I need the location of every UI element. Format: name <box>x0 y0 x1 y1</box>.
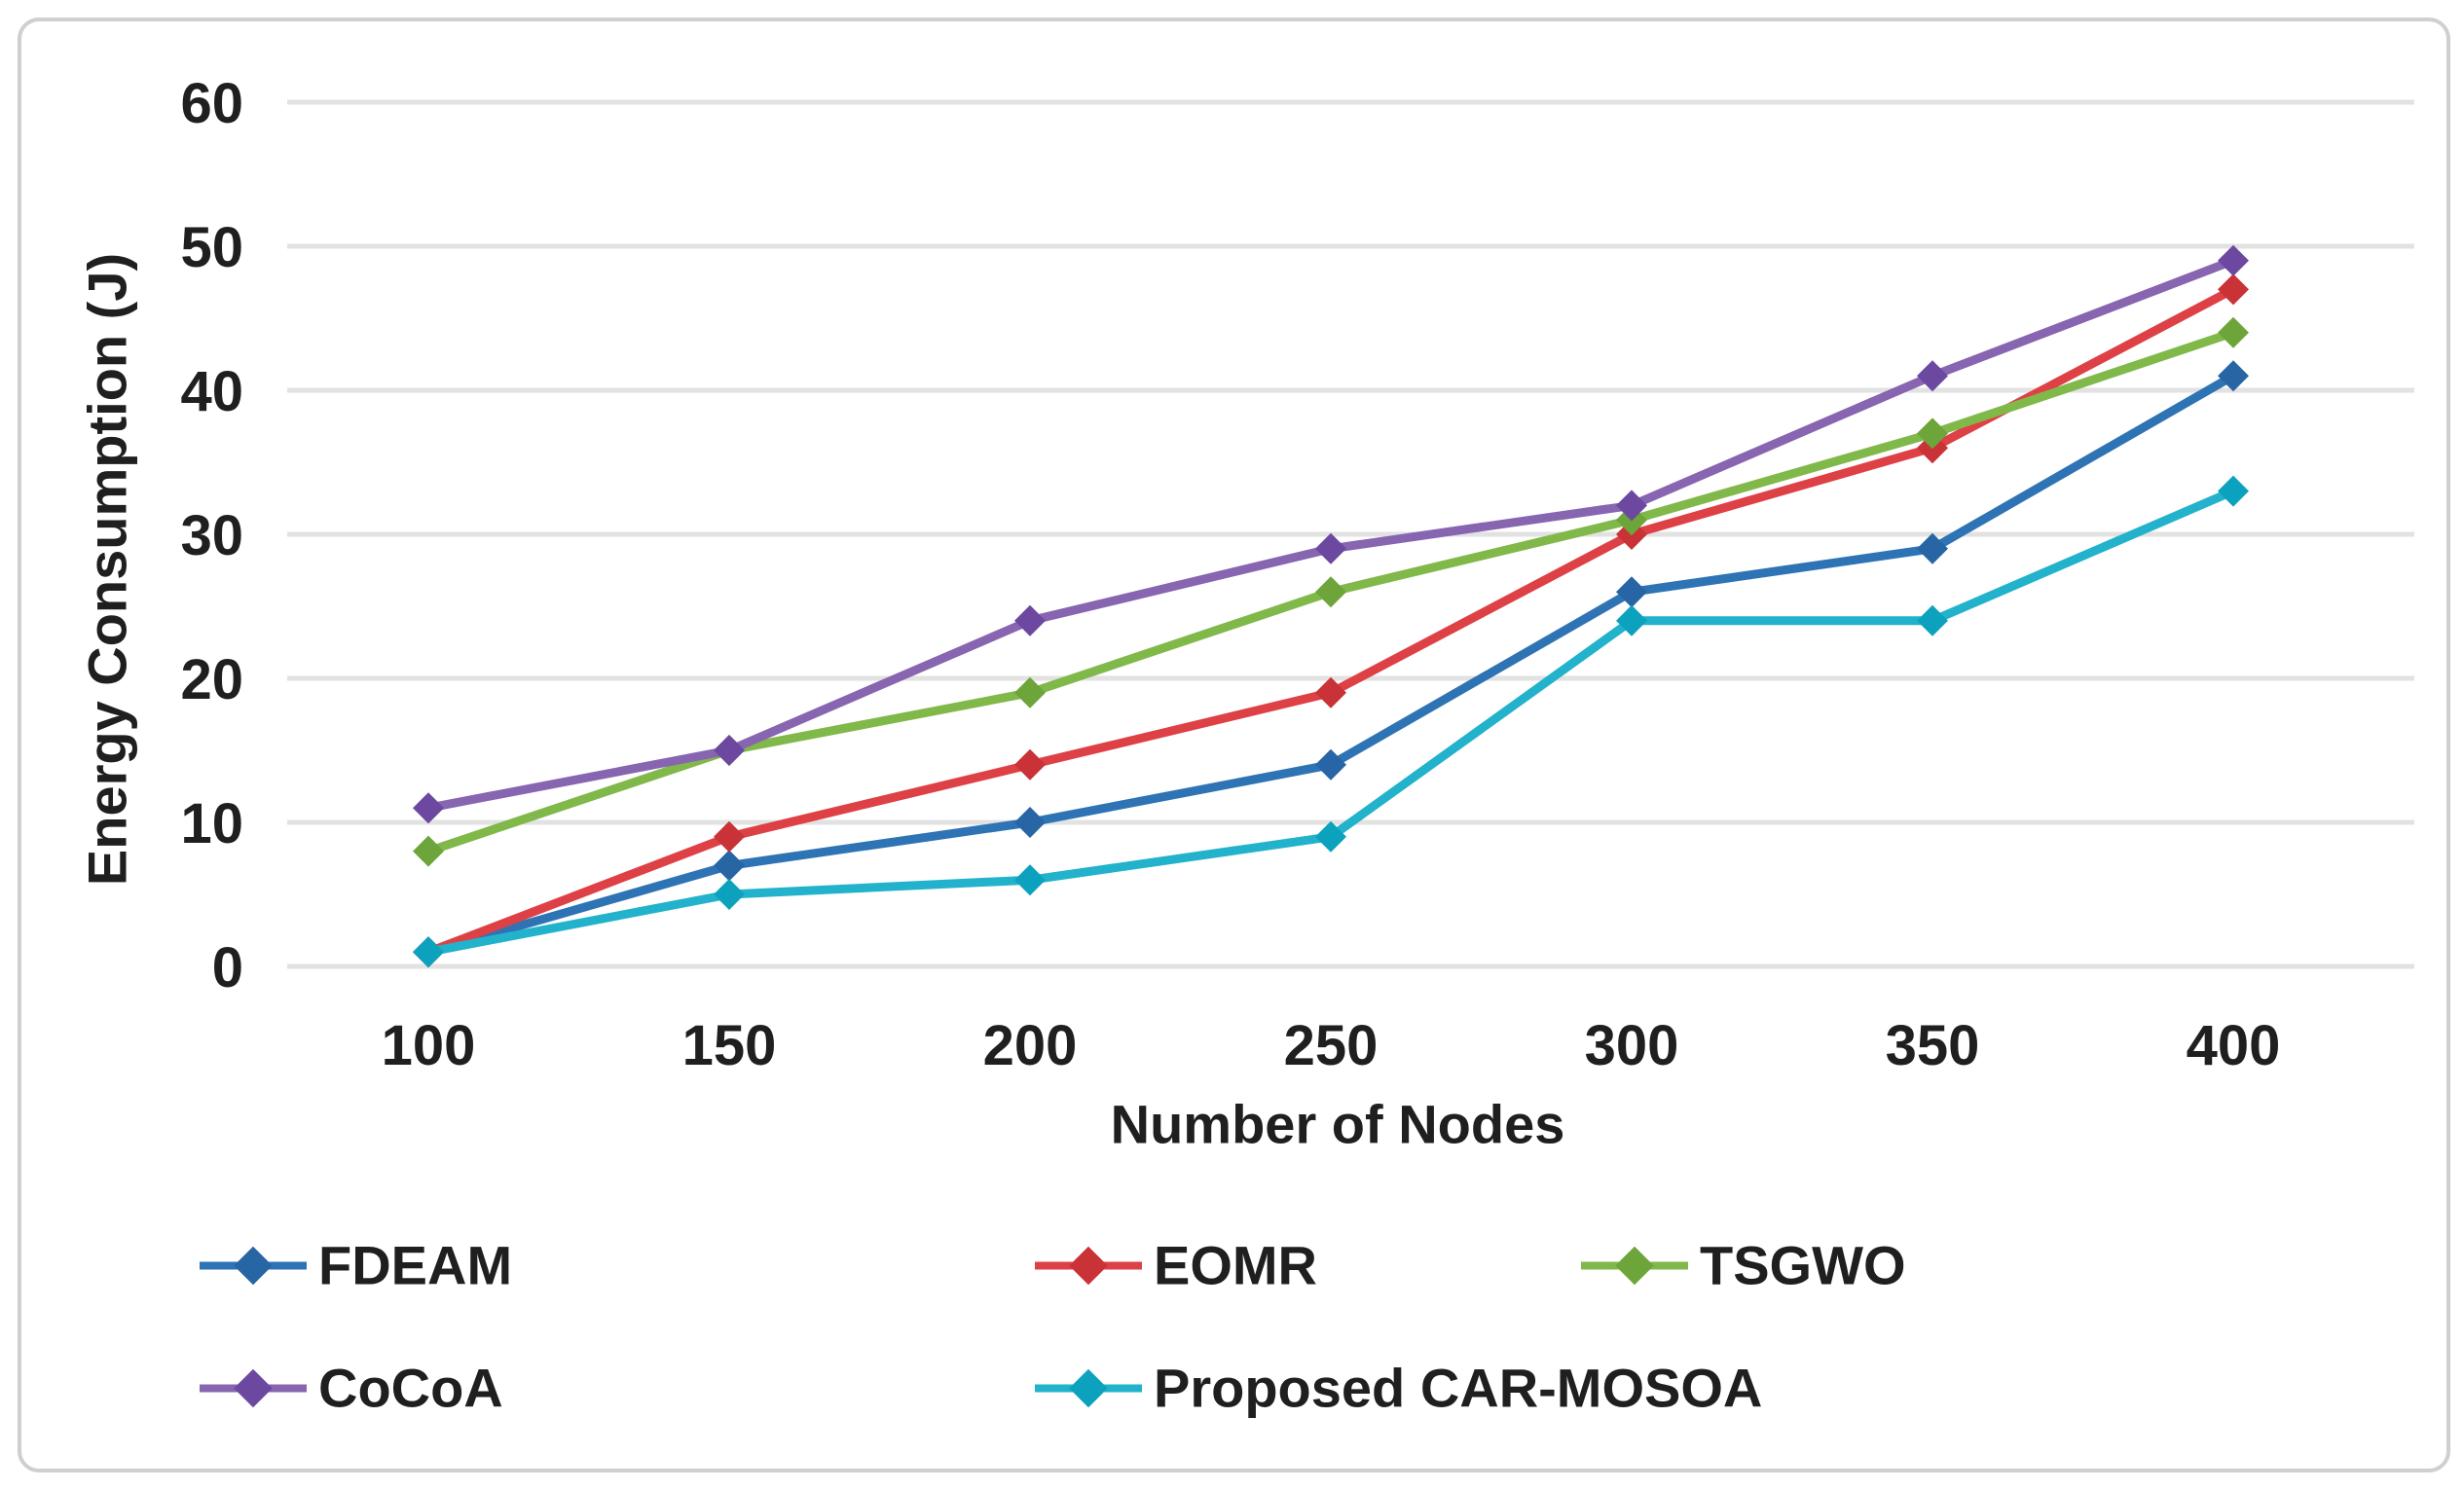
x-tick-label-400: 400 <box>2187 1014 2281 1077</box>
data-point-FDEAM-300 <box>1616 576 1647 608</box>
legend-item-TSGWO: TSGWO <box>1581 1234 1906 1297</box>
data-point-CoCoA-200 <box>1014 604 1046 636</box>
data-point-Proposed CAR-MOSOA-300 <box>1616 604 1647 636</box>
legend-series-marker-icon <box>200 1368 307 1407</box>
y-tick-label-30: 30 <box>180 504 243 567</box>
data-point-TSGWO-350 <box>1917 418 1948 450</box>
legend-item-CoCoA: CoCoA <box>200 1357 503 1420</box>
legend-diamond-swatch <box>1069 1368 1108 1407</box>
data-point-FDEAM-350 <box>1917 532 1948 564</box>
legend-diamond-swatch <box>1615 1246 1654 1285</box>
legend-label: Proposed CAR-MOSOA <box>1154 1357 1763 1419</box>
data-point-TSGWO-400 <box>2218 316 2249 348</box>
legend-row-2: CoCoA Proposed CAR-MOSOA <box>0 1326 2464 1449</box>
legend-label: FDEAM <box>318 1234 513 1296</box>
data-point-Proposed CAR-MOSOA-100 <box>413 936 444 968</box>
legend-diamond-swatch <box>234 1246 273 1285</box>
data-point-FDEAM-400 <box>2218 360 2249 392</box>
data-point-EOMR-400 <box>2218 273 2249 306</box>
legend-item-Proposed CAR-MOSOA: Proposed CAR-MOSOA <box>1035 1357 1762 1420</box>
y-axis-title: Energy Consumption (J) <box>76 252 138 887</box>
x-tick-label-350: 350 <box>1886 1014 1980 1077</box>
data-point-EOMR-250 <box>1315 676 1346 709</box>
y-tick-label-60: 60 <box>180 72 243 135</box>
data-point-CoCoA-100 <box>413 792 444 824</box>
data-point-TSGWO-200 <box>1014 676 1046 709</box>
data-point-CoCoA-300 <box>1616 490 1647 522</box>
data-point-Proposed CAR-MOSOA-250 <box>1315 820 1346 853</box>
legend-series-marker-icon <box>1035 1246 1142 1285</box>
y-tick-label-0: 0 <box>212 936 243 999</box>
x-tick-label-300: 300 <box>1585 1014 1679 1077</box>
x-tick-label-150: 150 <box>682 1014 777 1077</box>
x-tick-label-100: 100 <box>382 1014 476 1077</box>
data-point-EOMR-150 <box>714 820 745 853</box>
series-line-FDEAM <box>423 371 2238 957</box>
data-point-TSGWO-250 <box>1315 576 1346 608</box>
y-tick-label-40: 40 <box>180 360 243 423</box>
data-point-CoCoA-350 <box>1917 360 1948 392</box>
y-tick-label-50: 50 <box>180 216 243 279</box>
data-point-Proposed CAR-MOSOA-200 <box>1014 864 1046 896</box>
legend-series-marker-icon <box>200 1246 307 1285</box>
x-tick-label-200: 200 <box>983 1014 1078 1077</box>
data-point-CoCoA-250 <box>1315 532 1346 564</box>
chart-border-frame <box>18 18 2450 1472</box>
data-point-CoCoA-400 <box>2218 244 2249 276</box>
data-point-Proposed CAR-MOSOA-350 <box>1917 604 1948 636</box>
legend-label: EOMR <box>1154 1234 1317 1296</box>
data-point-FDEAM-150 <box>714 850 745 882</box>
legend-label: TSGWO <box>1700 1234 1906 1296</box>
data-point-FDEAM-250 <box>1315 748 1346 781</box>
legend-series-marker-icon <box>1581 1246 1688 1285</box>
data-point-TSGWO-100 <box>413 835 444 867</box>
legend-diamond-swatch <box>234 1368 273 1407</box>
legend-label: CoCoA <box>318 1357 503 1419</box>
data-point-Proposed CAR-MOSOA-400 <box>2218 475 2249 507</box>
legend-diamond-swatch <box>1069 1246 1108 1285</box>
data-point-EOMR-200 <box>1014 748 1046 781</box>
legend-item-FDEAM: FDEAM <box>200 1234 512 1297</box>
legend: FDEAM EOMR TSGWO CoCoA Proposed CAR-MOSOA <box>0 1204 2464 1449</box>
x-axis-title: Number of Nodes <box>1110 1093 1565 1155</box>
data-point-FDEAM-200 <box>1014 807 1046 838</box>
legend-item-EOMR: EOMR <box>1035 1234 1317 1297</box>
data-point-Proposed CAR-MOSOA-150 <box>714 879 745 910</box>
y-tick-label-10: 10 <box>180 792 243 855</box>
legend-row-1: FDEAM EOMR TSGWO <box>0 1204 2464 1326</box>
data-point-CoCoA-150 <box>714 735 745 766</box>
x-tick-label-250: 250 <box>1284 1014 1379 1077</box>
y-tick-label-20: 20 <box>180 648 243 711</box>
legend-series-marker-icon <box>1035 1368 1142 1407</box>
